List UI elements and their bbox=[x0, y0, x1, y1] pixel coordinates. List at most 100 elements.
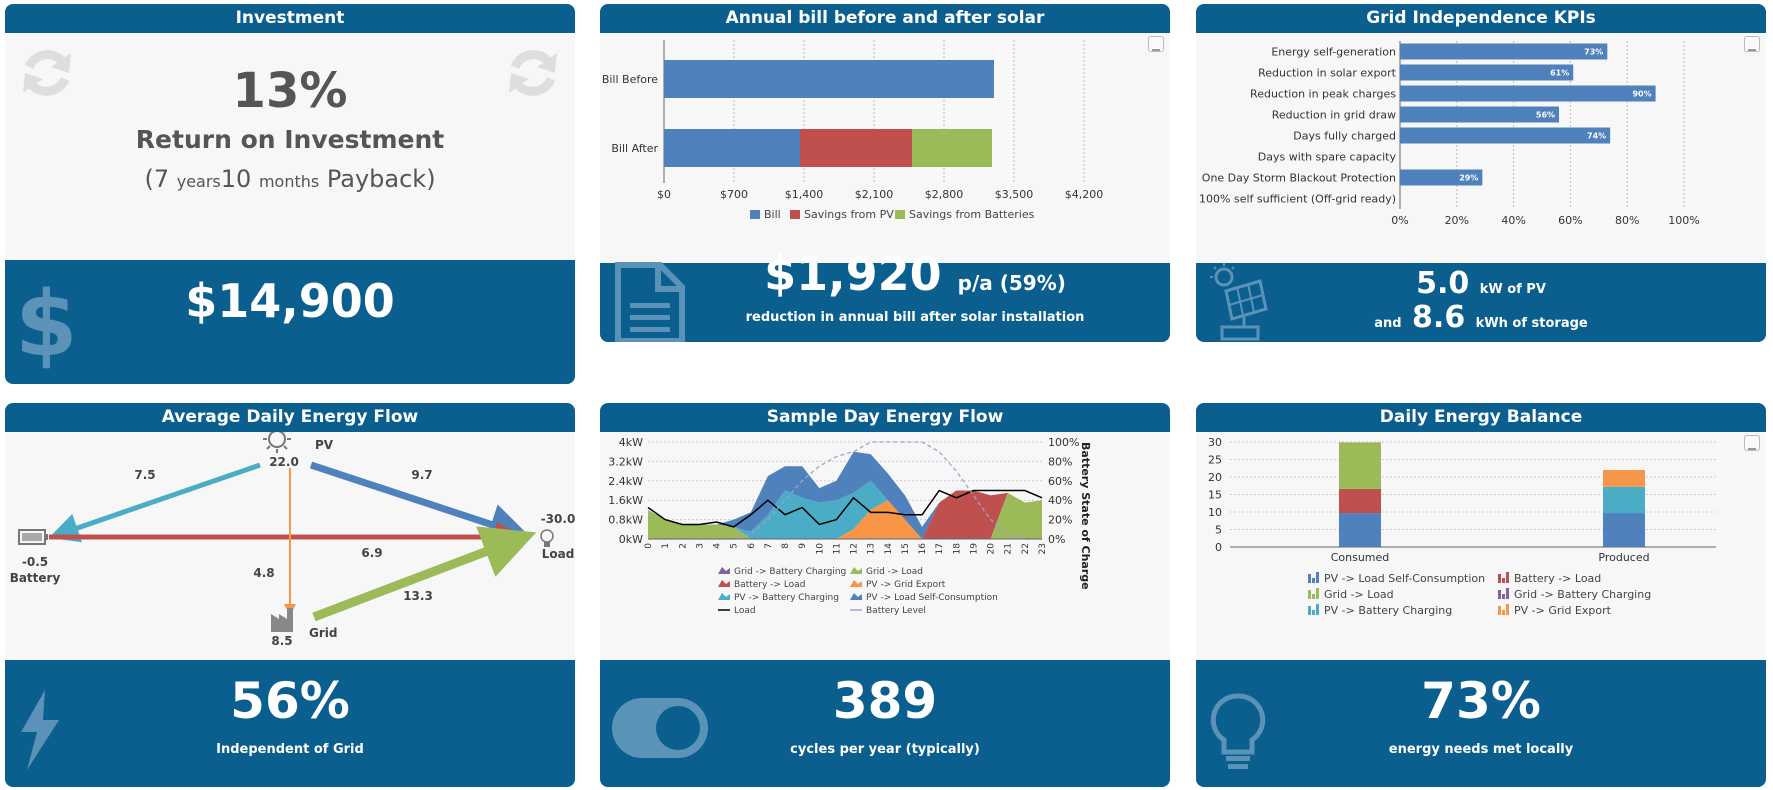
legend-swatch bbox=[850, 580, 862, 587]
pv-value: 5.0 bbox=[1416, 266, 1470, 301]
legend-swatch bbox=[1308, 590, 1311, 599]
y-tick-label: 2.4kW bbox=[608, 475, 643, 488]
x-tick-label: $3,500 bbox=[995, 188, 1034, 201]
battery-value: -0.5 bbox=[22, 555, 48, 569]
x-tick-label: $2,100 bbox=[855, 188, 894, 201]
refresh-icon bbox=[509, 50, 557, 96]
bill-reduction-line: $1,920 p/a (59%) bbox=[660, 247, 1170, 301]
pv-to-battery-arrow bbox=[48, 462, 261, 543]
investment-title: Investment bbox=[5, 4, 575, 33]
y-tick-label: 10 bbox=[1208, 506, 1222, 519]
legend-swatch bbox=[850, 593, 862, 600]
payback-label: Payback) bbox=[326, 165, 436, 193]
y2-tick-label: 100% bbox=[1048, 436, 1079, 449]
line-series bbox=[647, 489, 1043, 528]
battery-label: Battery bbox=[10, 571, 61, 585]
x-tick-label: 20% bbox=[1445, 214, 1469, 227]
y2-tick-label: 20% bbox=[1048, 514, 1072, 527]
legend-swatch bbox=[1316, 604, 1319, 615]
category-label: Produced bbox=[1598, 551, 1649, 564]
legend-swatch bbox=[1502, 610, 1505, 615]
kpi-data-label: 90% bbox=[1632, 90, 1651, 99]
payback-months: 10 bbox=[220, 165, 252, 193]
download-icon[interactable] bbox=[1744, 435, 1760, 451]
x-tick-label: 23 bbox=[1038, 543, 1048, 554]
sample-day-title: Sample Day Energy Flow bbox=[600, 403, 1170, 432]
legend-swatch bbox=[750, 210, 760, 219]
kpi-bar bbox=[1400, 106, 1560, 123]
category-label: Bill After bbox=[611, 142, 658, 155]
legend-swatch bbox=[718, 593, 730, 600]
y-tick-label: 30 bbox=[1208, 436, 1222, 449]
x-tick-label: $700 bbox=[720, 188, 748, 201]
load-label: Load bbox=[542, 547, 575, 561]
daily-balance-footer: 73% energy needs met locally bbox=[1196, 660, 1766, 787]
investment-card: Investment 13% Return on Investment (7 y… bbox=[5, 4, 575, 384]
x-tick-label: $4,200 bbox=[1065, 188, 1104, 201]
legend-label: PV -> Load Self-Consumption bbox=[866, 593, 998, 603]
legend-swatch bbox=[895, 210, 905, 219]
x-tick-label: 0% bbox=[1391, 214, 1408, 227]
annual-bill-card: Annual bill before and after solar $0 $70… bbox=[600, 4, 1170, 342]
factory-icon bbox=[271, 608, 293, 632]
legend-label: Bill bbox=[764, 208, 781, 221]
legend-label: Grid -> Battery Charging bbox=[734, 567, 846, 577]
legend-swatch bbox=[1316, 572, 1319, 583]
y-tick-label: 25 bbox=[1208, 454, 1222, 467]
storage-line: and 8.6 kWh of storage bbox=[1196, 300, 1766, 335]
legend-label: Grid -> Load bbox=[1324, 588, 1394, 601]
area-series bbox=[648, 490, 1042, 539]
x-tick-label: 14 bbox=[884, 543, 894, 555]
legend-swatch bbox=[1506, 572, 1509, 583]
grid-label: Grid bbox=[309, 626, 337, 640]
bar-segment bbox=[1603, 486, 1645, 514]
investment-footer: $ $14,900 bbox=[5, 260, 575, 384]
legend-swatch bbox=[718, 567, 730, 574]
legend-swatch bbox=[1498, 574, 1501, 583]
payback-years: 7 bbox=[153, 165, 170, 193]
investment-body: 13% Return on Investment (7 years10 mont… bbox=[5, 33, 575, 260]
category-label: Days with spare capacity bbox=[1258, 151, 1397, 164]
y-tick-label: 4kW bbox=[619, 436, 643, 449]
cycles-label: cycles per year (typically) bbox=[790, 742, 980, 757]
y2-axis-title: Battery State of Charge bbox=[1079, 442, 1092, 590]
daily-balance-card: Daily Energy Balance 0 5 10 15 20 25 30 Consume… bbox=[1196, 403, 1766, 787]
energy-flow-body: PV 22.0 -0.5 Battery -30.0 Load 8.5 Grid… bbox=[5, 432, 575, 660]
legend-swatch bbox=[1502, 578, 1505, 583]
category-label: Bill Before bbox=[602, 73, 658, 86]
battery-to-load-value: 6.9 bbox=[361, 546, 382, 560]
refresh-icon bbox=[23, 50, 71, 96]
y2-tick-label: 0% bbox=[1048, 533, 1065, 546]
legend-label: PV -> Grid Export bbox=[866, 580, 946, 590]
download-icon[interactable] bbox=[1148, 36, 1164, 52]
pv-to-load-value: 9.7 bbox=[411, 468, 432, 482]
y2-tick-label: 80% bbox=[1048, 455, 1072, 468]
x-tick-label: 7 bbox=[764, 543, 774, 549]
sample-day-body: 0kW 0.8kW 1.6kW 2.4kW 3.2kW 4kW 0% 20% 40% 60% 80%… bbox=[600, 432, 1170, 660]
energy-flow-card: Average Daily Energy Flow bbox=[5, 403, 575, 787]
daily-balance-title: Daily Energy Balance bbox=[1196, 403, 1766, 432]
roi-value: 13% bbox=[232, 63, 348, 119]
category-label: Energy self-generation bbox=[1271, 46, 1396, 59]
x-tick-label: 5 bbox=[730, 543, 740, 549]
legend-label: PV -> Battery Charging bbox=[734, 593, 839, 603]
bill-reduction-amount: $1,920 bbox=[764, 247, 942, 301]
grid-to-load-arrow bbox=[312, 526, 537, 622]
legend-label: Battery -> Load bbox=[1514, 572, 1601, 585]
x-tick-label: 11 bbox=[832, 543, 842, 554]
kpi-data-label: 73% bbox=[1584, 48, 1603, 57]
annual-bill-title: Annual bill before and after solar bbox=[600, 4, 1170, 33]
category-label: Reduction in peak charges bbox=[1250, 88, 1396, 101]
sample-day-chart: 0kW 0.8kW 1.6kW 2.4kW 3.2kW 4kW 0% 20% 40% 60% 80%… bbox=[608, 436, 1092, 616]
legend-swatch bbox=[1308, 606, 1311, 615]
energy-flow-title: Average Daily Energy Flow bbox=[5, 403, 575, 432]
y-tick-label: 0 bbox=[1215, 541, 1222, 554]
legend-swatch bbox=[850, 567, 862, 574]
storage-unit: kWh of storage bbox=[1475, 316, 1588, 331]
sample-day-footer: 389 cycles per year (typically) bbox=[600, 660, 1170, 787]
pv-line: 5.0 kW of PV bbox=[1196, 266, 1766, 301]
toggle-icon bbox=[612, 698, 708, 758]
legend-label: Battery -> Load bbox=[734, 580, 805, 590]
met-label: energy needs met locally bbox=[1388, 742, 1574, 757]
download-icon[interactable] bbox=[1744, 36, 1760, 52]
